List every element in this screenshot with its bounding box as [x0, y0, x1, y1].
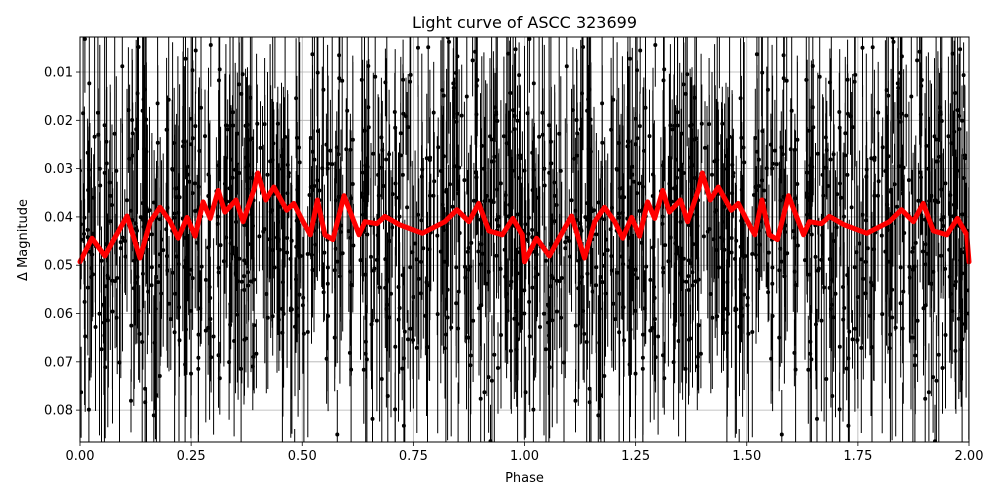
y-tick-label: 0.03	[44, 162, 73, 177]
plot-area	[77, 36, 972, 443]
y-tick-label: 0.07	[44, 355, 73, 370]
x-tick-label: 0.00	[66, 449, 95, 464]
y-tick-label: 0.08	[44, 404, 73, 419]
x-tick-label: 1.75	[843, 449, 872, 464]
chart-title: Light curve of ASCC 323699	[412, 13, 637, 32]
x-tick-label: 1.50	[732, 449, 761, 464]
y-axis-label: Δ Magnitude	[16, 199, 31, 281]
x-tick-label: 0.50	[288, 449, 317, 464]
binned-mean-line	[77, 170, 972, 265]
x-tick-label: 0.25	[177, 449, 206, 464]
y-tick-label: 0.01	[44, 66, 73, 81]
y-tick-label: 0.04	[44, 210, 73, 225]
x-axis-ticks: 0.00 0.25 0.50 0.75 1.00 1.25 1.50 1.75 2.00	[66, 442, 984, 464]
x-axis-label: Phase	[505, 471, 544, 486]
x-tick-label: 0.75	[399, 449, 428, 464]
y-tick-label: 0.02	[44, 114, 73, 129]
x-tick-label: 1.25	[621, 449, 650, 464]
y-tick-label: 0.05	[44, 259, 73, 274]
x-tick-label: 1.00	[510, 449, 539, 464]
y-tick-label: 0.06	[44, 307, 73, 322]
x-tick-label: 2.00	[955, 449, 984, 464]
y-axis-ticks: 0.01 0.02 0.03 0.04 0.05 0.06 0.07 0.08	[44, 66, 80, 419]
